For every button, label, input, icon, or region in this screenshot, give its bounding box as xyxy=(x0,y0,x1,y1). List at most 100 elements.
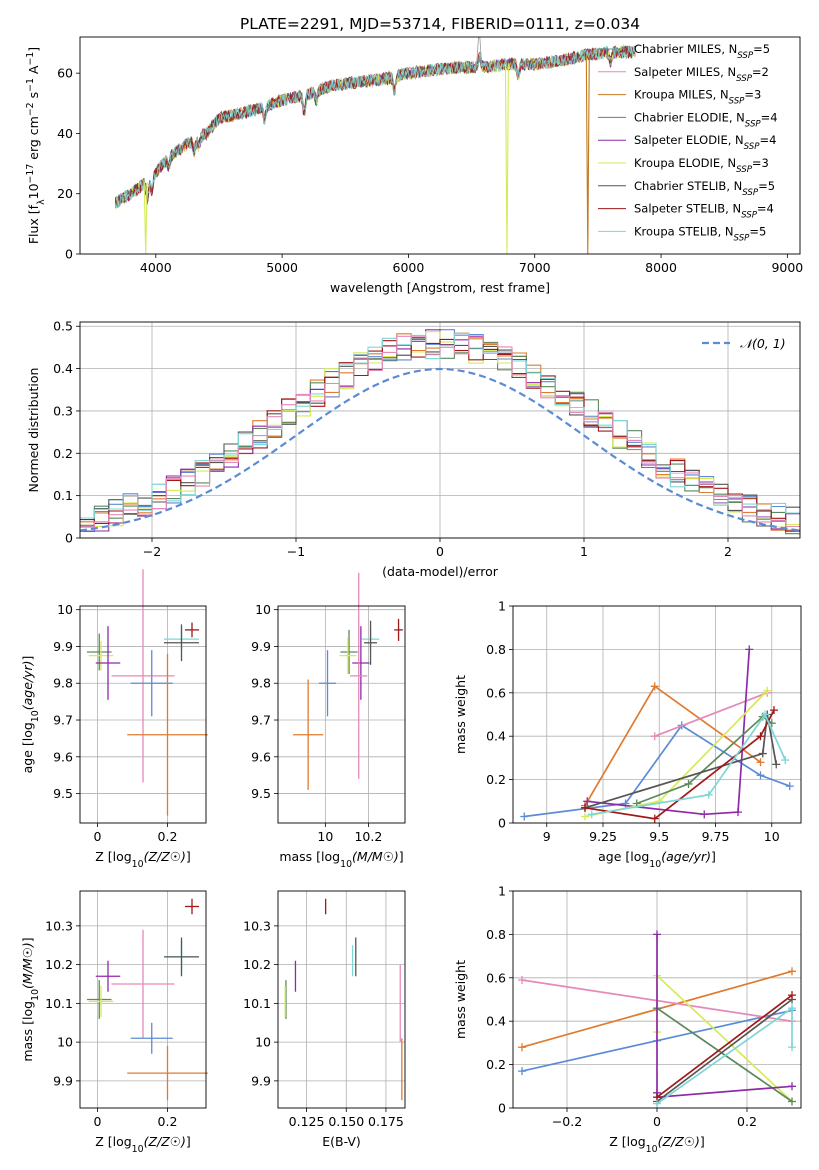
weight-marker xyxy=(653,1099,661,1108)
legend-sub: SSP xyxy=(734,233,751,243)
weight-marker xyxy=(734,808,742,817)
x-tick-label: 0 xyxy=(653,1114,661,1129)
axes-frame xyxy=(277,890,406,1109)
x-axis-label: Z [log10(Z/Z☉)] xyxy=(609,1134,705,1155)
weight-lines xyxy=(518,930,796,1108)
plot-area xyxy=(79,322,801,539)
weight-series-6 xyxy=(584,714,778,809)
legend-label: Salpeter ELODIE, N xyxy=(634,133,744,147)
legend-n: =5 xyxy=(758,179,775,193)
y-tick-label: 0 xyxy=(65,531,73,546)
x-axis-label: E(B-V) xyxy=(322,1134,361,1149)
spectrum-dip-1 xyxy=(504,64,509,254)
legend-sub: SSP xyxy=(742,188,759,198)
legend-entry-4: Salpeter ELODIE, NSSP=4 xyxy=(634,133,776,152)
y-tick-label: 0.5 xyxy=(53,319,73,334)
plot-area xyxy=(80,891,208,1108)
weight-marker xyxy=(650,682,659,691)
y-tick-label: 0 xyxy=(65,247,73,262)
y-tick-label: 9.6 xyxy=(251,749,271,764)
weight-series-7 xyxy=(656,994,793,1098)
x-axis-label: Z [log10(Z/Z☉)] xyxy=(95,849,191,870)
y-axis-label: Flux [fλ10−17 erg cm−2 s−1 A−1] xyxy=(25,47,47,244)
legend-entry-3: Chabrier ELODIE, NSSP=4 xyxy=(634,110,778,129)
x-tick-label: 0.2 xyxy=(158,1114,178,1129)
y-axis-label: mass weight xyxy=(453,675,468,754)
x-tick-label: 0.150 xyxy=(328,1114,364,1129)
legend-entry-0: Chabrier MILES, NSSP=5 xyxy=(634,42,770,61)
x-tick-label: 9.25 xyxy=(589,829,617,844)
y-tick-label: 10.3 xyxy=(45,918,73,933)
y-tick-label: 0.1 xyxy=(53,488,73,503)
y-tick-label: 10.3 xyxy=(243,918,271,933)
y-tick-label: 9.7 xyxy=(251,713,271,728)
figure-title: PLATE=2291, MJD=53714, FIBERID=0111, z=0… xyxy=(240,15,640,33)
y-tick-label: 9.5 xyxy=(251,786,271,801)
x-axis-label: Z [log10(Z/Z☉)] xyxy=(95,1134,191,1155)
x-tick-label: 1 xyxy=(580,544,588,559)
histograms xyxy=(80,329,800,535)
weight-marker xyxy=(788,1043,796,1052)
spectrum-dip-2 xyxy=(585,54,590,254)
legend-entry-5: Kroupa ELODIE, NSSP=3 xyxy=(634,156,769,175)
spectrum-series-3 xyxy=(115,44,636,209)
weight-series-7 xyxy=(584,709,775,820)
legend-sub: SSP xyxy=(729,97,746,107)
weight-marker xyxy=(788,1097,796,1106)
y-tick-label: 9.6 xyxy=(53,749,73,764)
y-tick-label: 10.1 xyxy=(45,996,73,1011)
weight-marker xyxy=(756,758,765,767)
x-tick-label: 5000 xyxy=(266,260,298,275)
legend-entry-6: Chabrier STELIB, NSSP=5 xyxy=(634,179,775,198)
legend-label: Chabrier MILES, N xyxy=(634,42,737,56)
errorbars xyxy=(284,898,403,1101)
y-tick-label: 0.8 xyxy=(486,927,506,942)
x-tick-label: 2 xyxy=(724,544,732,559)
legend-n: =3 xyxy=(744,88,761,102)
axes-frame xyxy=(512,605,802,824)
weight-marker xyxy=(772,760,781,769)
legend-gauss-label: 𝒩(0, 1) xyxy=(740,336,786,351)
spectrum-series-4 xyxy=(115,44,636,208)
weight-marker xyxy=(788,967,796,976)
weight-marker xyxy=(655,797,664,806)
legend-n: =2 xyxy=(752,65,769,79)
weight-series-4 xyxy=(656,1007,793,1103)
y-tick-label: 0.8 xyxy=(486,642,506,657)
y-tick-label: 10 xyxy=(57,602,73,617)
x-tick-label: 9.5 xyxy=(649,829,669,844)
axes-age_vs_Z: 0 0.2 9.5 9.6 9.7 9.8 9.9 10 Z [log10(Z/Z☉)] age … xyxy=(20,569,208,870)
weight-marker xyxy=(583,797,592,806)
legend-sub: SSP xyxy=(745,119,762,129)
weight-marker xyxy=(653,930,661,939)
x-tick-label: 10 xyxy=(317,829,333,844)
weight-marker xyxy=(756,771,765,780)
legend-n: =4 xyxy=(757,202,774,216)
errorbars xyxy=(87,569,208,816)
weight-marker xyxy=(650,814,659,823)
y-tick-label: 0.3 xyxy=(53,403,73,418)
plots-group: 4000 5000 6000 7000 8000 90000204060wavelengt… xyxy=(20,36,803,1155)
x-tick-label: 0.2 xyxy=(158,829,178,844)
y-tick-label: 0 xyxy=(498,1101,506,1116)
weight-marker xyxy=(758,749,767,758)
legend-n: =4 xyxy=(759,133,776,147)
legend-label: Kroupa ELODIE, N xyxy=(634,156,736,170)
y-axis-label: mass weight xyxy=(453,960,468,1039)
x-tick-label: 4000 xyxy=(140,260,172,275)
x-axis-label: age [log10(age/yr)] xyxy=(598,849,716,870)
spectrum-series-7 xyxy=(115,45,636,205)
spectrum-series-2 xyxy=(115,45,636,204)
spectrum-series-0 xyxy=(115,45,636,208)
y-tick-label: 10.2 xyxy=(45,957,73,972)
plot-area xyxy=(115,37,636,254)
legend-label: Salpeter MILES, N xyxy=(634,65,736,79)
y-tick-label: 0 xyxy=(498,816,506,831)
axes-frame xyxy=(79,890,207,1109)
legend-entry-2: Kroupa MILES, NSSP=3 xyxy=(634,88,761,107)
errorbars xyxy=(293,572,403,790)
weight-marker xyxy=(770,706,778,715)
legend-n: =4 xyxy=(761,110,778,124)
y-tick-label: 0.6 xyxy=(486,685,506,700)
